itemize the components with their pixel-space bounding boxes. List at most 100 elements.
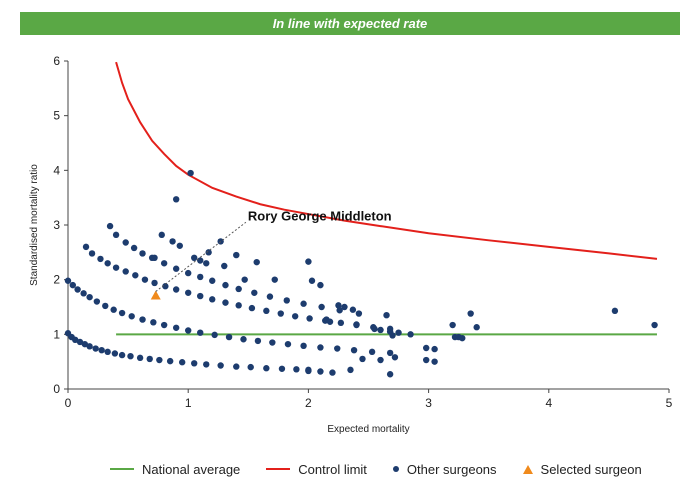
data-point <box>64 277 72 284</box>
data-point <box>235 302 242 309</box>
data-point <box>160 260 168 267</box>
data-point <box>240 336 247 343</box>
data-point <box>353 321 360 328</box>
data-point <box>203 361 210 368</box>
data-point <box>386 371 394 378</box>
data-point <box>162 283 169 290</box>
y-tick-label: 0 <box>53 382 60 396</box>
data-point <box>112 264 120 271</box>
legend-label-control-limit: Control limit <box>298 461 367 477</box>
annotation-leader-line <box>155 221 247 292</box>
x-tick-label: 3 <box>425 396 432 410</box>
data-point <box>306 315 313 322</box>
data-point <box>178 359 186 366</box>
data-point <box>169 238 176 245</box>
data-point <box>263 365 270 372</box>
data-point <box>209 277 216 284</box>
data-point <box>377 326 384 334</box>
data-point <box>130 244 138 252</box>
data-point <box>247 363 254 371</box>
data-point <box>277 310 284 317</box>
data-point <box>92 345 99 352</box>
data-point <box>205 249 212 256</box>
data-point <box>317 368 324 375</box>
data-point <box>317 344 324 351</box>
series-line-control-limit <box>115 61 658 260</box>
y-tick-label: 2 <box>53 273 60 287</box>
legend-swatch-selected-surgeon <box>522 464 533 474</box>
legend-item-selected-surgeon[interactable]: Selected surgeon <box>522 461 642 477</box>
status-banner-text: In line with expected rate <box>272 16 428 31</box>
data-point <box>88 250 96 257</box>
data-point <box>151 279 158 287</box>
data-point <box>217 362 224 369</box>
data-point <box>326 318 334 325</box>
data-point <box>253 258 260 266</box>
data-point <box>98 346 105 354</box>
y-tick-label: 3 <box>53 218 60 232</box>
data-point <box>172 324 180 331</box>
data-point <box>459 334 466 342</box>
data-point <box>139 316 146 323</box>
data-point <box>128 313 135 320</box>
data-point <box>139 250 146 257</box>
data-point <box>355 310 363 317</box>
data-point <box>473 324 480 331</box>
data-point <box>97 255 104 263</box>
y-tick-label: 5 <box>53 109 60 123</box>
data-point <box>151 254 158 261</box>
chart-legend: National average Control limit Other sur… <box>110 458 680 480</box>
data-point <box>222 281 229 289</box>
data-point <box>191 254 198 261</box>
annotation-label: Rory George Middleton <box>248 208 392 223</box>
data-point <box>102 302 109 310</box>
data-point <box>69 281 77 289</box>
data-point <box>185 269 192 277</box>
x-tick-label: 5 <box>666 396 673 410</box>
data-point <box>172 265 180 272</box>
data-point <box>222 299 229 306</box>
data-point <box>74 286 81 293</box>
data-point <box>383 312 390 319</box>
data-point <box>422 356 430 364</box>
data-point <box>467 310 474 317</box>
x-axis-title: Expected mortality <box>327 424 409 435</box>
data-point <box>305 258 312 265</box>
data-point <box>395 329 402 336</box>
data-point <box>305 367 312 375</box>
x-tick-label: 4 <box>545 396 552 410</box>
legend-label-selected-surgeon: Selected surgeon <box>540 461 642 477</box>
data-point <box>136 354 144 362</box>
data-point <box>349 306 357 313</box>
data-point <box>293 366 300 373</box>
legend-item-national-average[interactable]: National average <box>110 462 240 477</box>
data-point <box>336 307 343 314</box>
data-point <box>251 289 258 296</box>
data-point <box>391 354 399 361</box>
x-tick-label: 1 <box>185 396 192 410</box>
annotation-layer: Rory George Middleton <box>155 208 392 292</box>
data-point <box>176 242 183 249</box>
data-point <box>104 348 111 356</box>
data-point <box>368 348 376 356</box>
data-point <box>118 351 126 359</box>
data-point <box>377 356 384 364</box>
data-point <box>431 358 438 365</box>
data-point <box>166 357 174 365</box>
data-point <box>122 239 129 246</box>
data-point <box>122 268 129 275</box>
legend-item-other-surgeons[interactable]: Other surgeons <box>392 462 497 477</box>
data-point <box>191 360 198 367</box>
legend-swatch-national-average <box>110 468 134 470</box>
data-point <box>112 231 120 239</box>
data-point <box>93 298 101 305</box>
data-point <box>82 243 90 251</box>
data-point <box>141 276 149 283</box>
data-point <box>106 222 114 230</box>
data-point <box>197 273 204 281</box>
legend-item-control-limit[interactable]: Control limit <box>266 462 367 477</box>
data-point <box>185 289 192 296</box>
y-axis-title: Standardised mortality ratio <box>29 164 40 286</box>
data-point <box>266 293 274 300</box>
